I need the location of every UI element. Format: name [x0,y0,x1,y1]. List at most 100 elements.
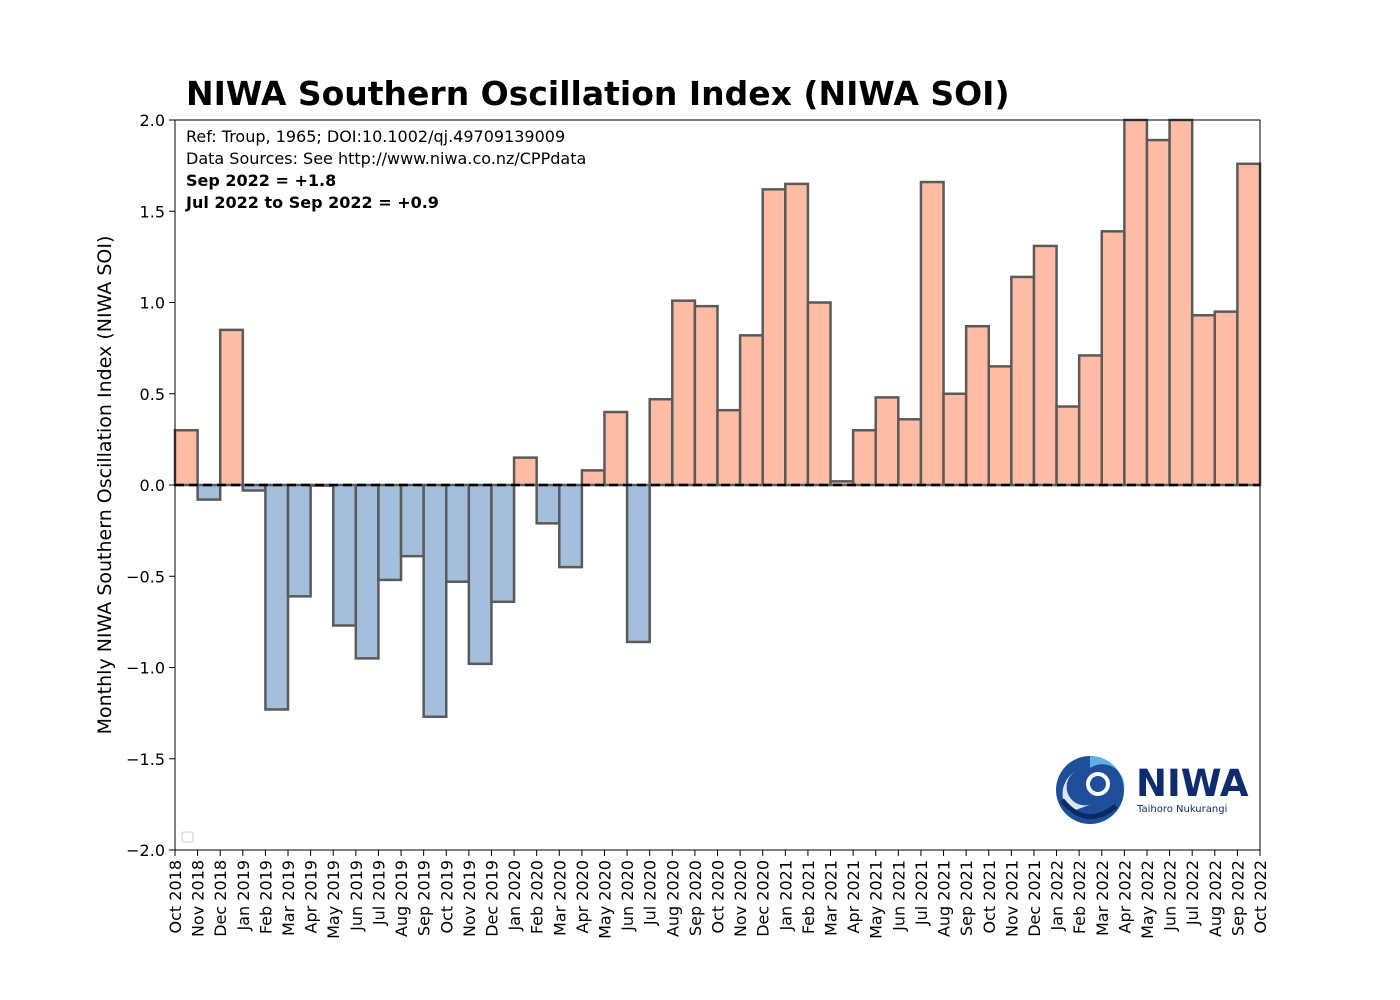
bar-jun-2019 [354,483,380,660]
bar-dec-2019 [490,483,516,604]
bar-aug-2019 [399,483,425,558]
y-tick-label: 0.0 [140,476,165,495]
y-tick-label: 1.5 [140,202,165,221]
x-tick-label: Sep 2020 [686,860,705,936]
x-tick-label: May 2020 [595,860,614,939]
x-tick-label: Jun 2019 [347,860,366,932]
bar-may-2022 [1145,138,1171,487]
x-tick-label: Nov 2019 [460,860,479,937]
y-tick-label: 1.0 [140,294,165,313]
bar-may-2021 [874,396,900,487]
x-tick-label: Mar 2021 [822,860,841,936]
bar-jun-2021 [897,418,923,487]
bar-dec-2018 [218,328,245,487]
y-tick-label: −1.0 [126,659,165,678]
bar-feb-2022 [1077,354,1104,487]
bar-jul-2021 [919,180,945,487]
x-tick-label: Aug 2021 [935,860,954,937]
bar-nov-2019 [467,483,493,666]
bars-group [173,118,1262,719]
x-tick-label: Oct 2021 [980,860,999,933]
bar-nov-2018 [196,483,222,501]
bar-jul-2019 [377,483,403,582]
x-tick-label: Aug 2022 [1206,860,1225,937]
x-tick-label: Jan 2020 [505,860,524,931]
x-tick-label: Jul 2022 [1183,860,1202,926]
bar-oct-2021 [987,365,1013,487]
bar-oct-2020 [716,408,742,487]
annotation-ref: Ref: Troup, 1965; DOI:10.1002/qj.4970913… [186,127,565,146]
x-tick-label: Oct 2018 [166,860,185,933]
bar-jul-2020 [648,397,674,487]
x-tick-label: Jun 2020 [618,860,637,932]
x-tick-label: Apr 2021 [844,860,863,933]
bar-feb-2020 [535,483,561,525]
x-tick-label: Nov 2021 [1002,860,1021,937]
x-tick-label: Apr 2020 [573,860,592,933]
bar-sep-2022 [1236,162,1262,487]
bar-apr-2020 [580,469,606,487]
bar-mar-2019 [286,483,312,598]
bar-dec-2020 [761,188,787,487]
x-tick-label: Aug 2019 [392,860,411,937]
x-tick-label: Jul 2020 [641,860,660,926]
y-tick-label: −0.5 [126,567,165,586]
x-tick-label: Feb 2020 [528,860,547,934]
bar-feb-2021 [806,301,832,487]
x-tick-label: Dec 2020 [754,860,773,937]
bar-aug-2020 [671,299,697,487]
bar-oct-2018 [173,429,199,487]
x-tick-label: Apr 2022 [1115,860,1134,933]
x-tick-label: Sep 2022 [1228,860,1247,936]
bar-jan-2020 [512,456,538,487]
x-tick-label: Jul 2021 [912,860,931,926]
niwa-logo: NIWA Taihoro Nukurangi [1056,756,1249,824]
bar-dec-2021 [1032,244,1058,487]
y-axis: 2.0 1.5 1.0 0.5 0.0 −0.5 −1.0 −1.5 −2.0 [126,111,175,860]
x-tick-label: Apr 2019 [302,860,321,933]
y-tick-label: 0.5 [140,385,165,404]
bar-jan-2022 [1055,405,1081,487]
bar-sep-2020 [693,304,719,487]
bar-jun-2022 [1168,118,1194,487]
bar-mar-2020 [558,483,584,569]
y-axis-label: Monthly NIWA Southern Oscillation Index … [94,236,116,735]
x-tick-label: Oct 2020 [709,860,728,933]
y-tick-label: 2.0 [140,111,165,130]
chart-title: NIWA Southern Oscillation Index (NIWA SO… [186,74,1010,113]
x-tick-label: Jan 2022 [1048,860,1067,931]
x-tick-label: Aug 2020 [663,860,682,937]
bar-jun-2020 [625,483,651,644]
bar-aug-2022 [1213,310,1239,487]
x-tick-label: May 2021 [867,860,886,939]
bar-apr-2022 [1123,118,1149,487]
bar-may-2019 [331,483,358,627]
x-tick-label: Mar 2022 [1093,860,1112,936]
bar-mar-2022 [1100,230,1126,487]
bar-jul-2022 [1190,314,1217,487]
bar-sep-2021 [964,324,991,487]
x-tick-label: Jun 2021 [889,860,908,932]
annotation-3month: Jul 2022 to Sep 2022 = +0.9 [185,193,439,212]
bar-apr-2021 [851,429,877,487]
x-tick-label: Jun 2022 [1161,860,1180,932]
bar-aug-2021 [942,392,968,487]
y-tick-label: −2.0 [126,841,165,860]
bar-feb-2019 [264,483,290,711]
x-tick-label: Sep 2021 [957,860,976,936]
x-axis: Oct 2018 Nov 2018 Dec 2018 Jan 2019 Feb 2019… [166,850,1270,939]
logo-name: NIWA [1136,762,1249,805]
y-tick-label: −1.5 [126,750,165,769]
x-tick-label: Feb 2019 [256,860,275,934]
x-tick-label: Nov 2020 [731,860,750,937]
x-tick-label: Dec 2019 [482,860,501,937]
annotation-latest: Sep 2022 = +1.8 [186,171,336,190]
x-tick-label: May 2022 [1138,860,1157,939]
x-tick-label: Mar 2019 [279,860,298,936]
legend-box [181,831,194,843]
bar-sep-2019 [422,483,448,719]
bar-nov-2020 [738,334,764,487]
x-tick-label: Feb 2021 [799,860,818,934]
x-tick-label: Mar 2020 [550,860,569,936]
